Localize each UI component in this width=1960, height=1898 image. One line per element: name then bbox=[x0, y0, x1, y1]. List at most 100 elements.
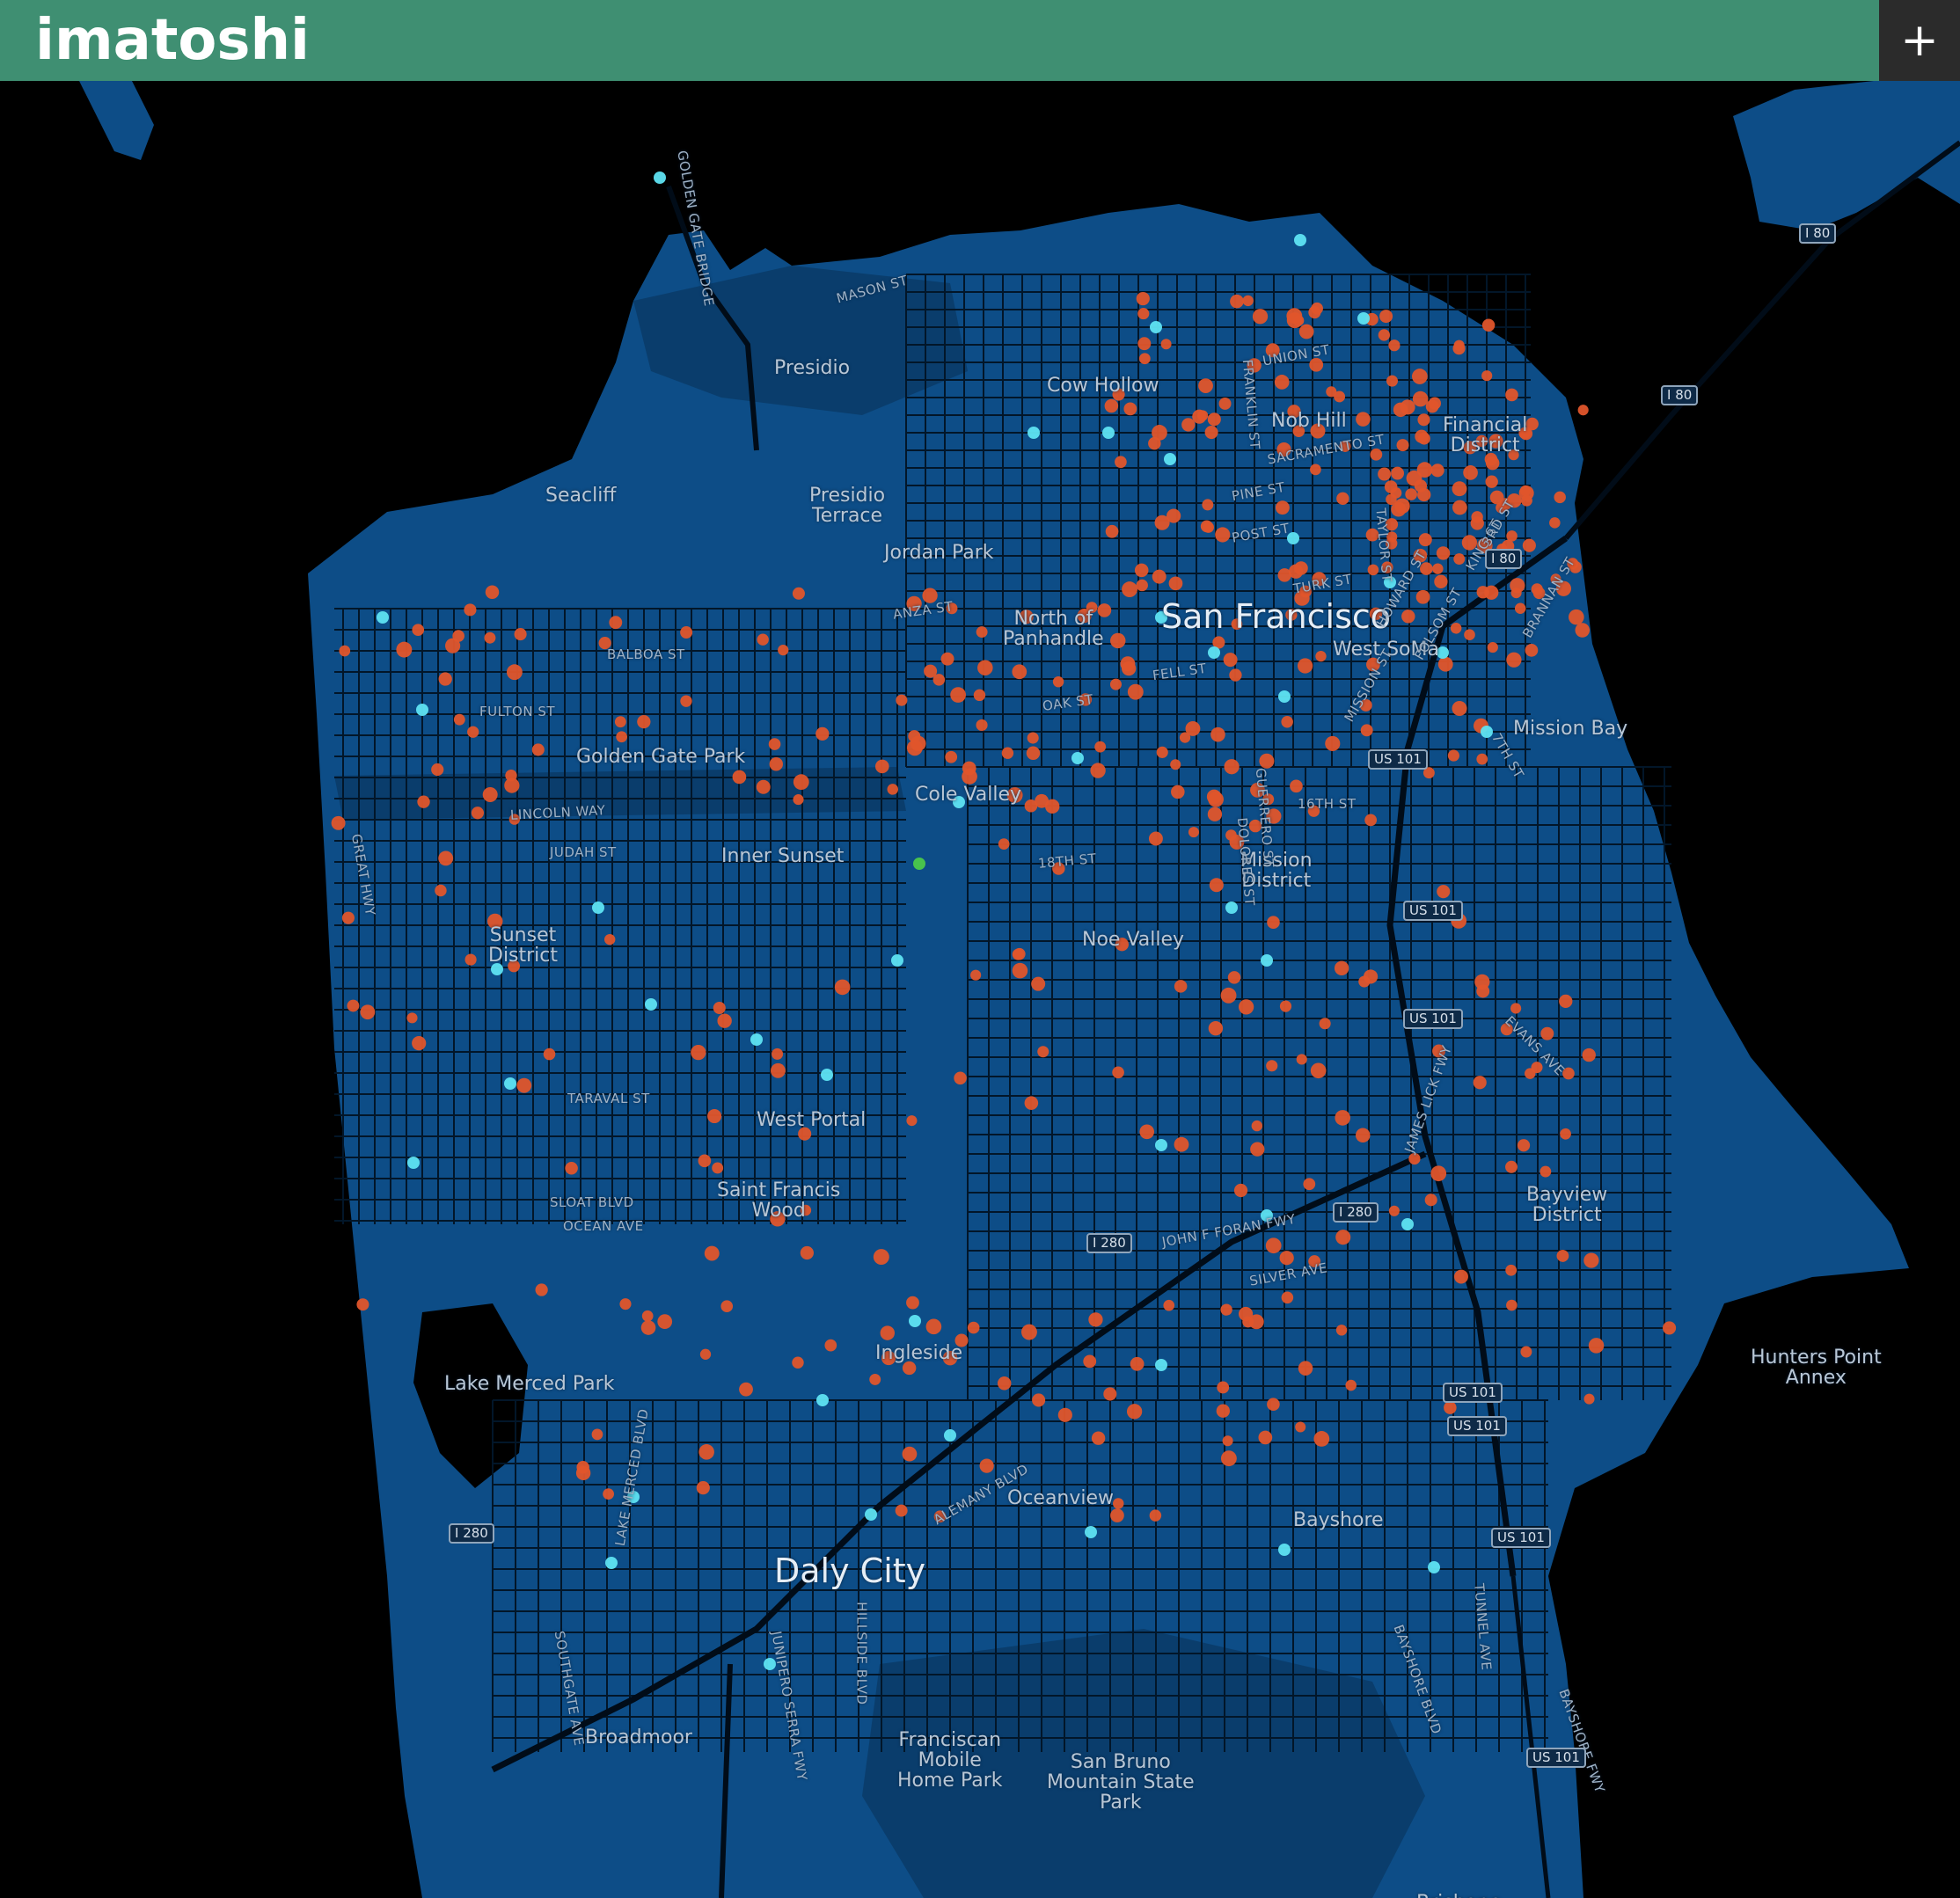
incident-dot[interactable] bbox=[1045, 799, 1060, 814]
incident-dot[interactable] bbox=[707, 1108, 722, 1124]
incident-dot[interactable] bbox=[906, 1296, 919, 1310]
incident-dot[interactable] bbox=[1360, 724, 1373, 737]
incident-dot[interactable] bbox=[1520, 494, 1532, 507]
incident-dot[interactable] bbox=[946, 602, 958, 615]
incident-dot[interactable] bbox=[1052, 862, 1065, 875]
incident-dot[interactable] bbox=[1567, 558, 1579, 570]
incident-dot[interactable] bbox=[1366, 657, 1380, 672]
incident-dot[interactable] bbox=[1310, 423, 1326, 439]
incident-dot[interactable] bbox=[1288, 564, 1304, 579]
incident-dot[interactable] bbox=[1335, 1230, 1351, 1245]
incident-dot[interactable] bbox=[1525, 644, 1539, 657]
incident-dot[interactable] bbox=[1123, 402, 1137, 416]
incident-dot[interactable] bbox=[1461, 535, 1478, 551]
incident-dot[interactable] bbox=[1286, 308, 1303, 325]
incident-dot[interactable] bbox=[906, 1115, 918, 1127]
incident-dot[interactable] bbox=[1149, 1509, 1162, 1522]
incident-dot[interactable] bbox=[1394, 498, 1410, 515]
incident-dot[interactable] bbox=[1217, 1381, 1230, 1394]
station-dot[interactable] bbox=[816, 1394, 829, 1406]
incident-dot[interactable] bbox=[543, 1048, 556, 1061]
incident-dot[interactable] bbox=[680, 626, 693, 639]
incident-dot[interactable] bbox=[1292, 425, 1305, 437]
incident-dot[interactable] bbox=[637, 715, 651, 729]
incident-dot[interactable] bbox=[800, 1204, 812, 1216]
incident-dot[interactable] bbox=[881, 1350, 896, 1366]
incident-dot[interactable] bbox=[1388, 1205, 1400, 1216]
incident-dot[interactable] bbox=[1188, 827, 1199, 838]
incident-dot[interactable] bbox=[1229, 835, 1245, 850]
incident-dot[interactable] bbox=[396, 641, 413, 658]
incident-dot[interactable] bbox=[1298, 324, 1314, 339]
incident-dot[interactable] bbox=[1577, 405, 1589, 416]
incident-dot[interactable] bbox=[1476, 753, 1488, 765]
station-dot[interactable] bbox=[944, 1429, 956, 1442]
incident-dot[interactable] bbox=[895, 1504, 908, 1517]
station-dot[interactable] bbox=[1071, 752, 1084, 764]
incident-dot[interactable] bbox=[1127, 683, 1144, 700]
incident-dot[interactable] bbox=[1019, 610, 1034, 624]
incident-dot[interactable] bbox=[1110, 1508, 1124, 1522]
incident-dot[interactable] bbox=[712, 1162, 724, 1174]
incident-dot[interactable] bbox=[922, 588, 938, 603]
incident-dot[interactable] bbox=[1313, 1431, 1330, 1447]
incident-dot[interactable] bbox=[504, 777, 520, 793]
incident-dot[interactable] bbox=[976, 626, 988, 639]
incident-dot[interactable] bbox=[1549, 517, 1561, 529]
station-dot[interactable] bbox=[1155, 611, 1167, 624]
incident-dot[interactable] bbox=[1408, 1152, 1421, 1165]
incident-dot[interactable] bbox=[1086, 602, 1098, 613]
incident-dot[interactable] bbox=[1554, 491, 1566, 504]
incident-dot[interactable] bbox=[1506, 1299, 1518, 1311]
incident-dot[interactable] bbox=[1134, 563, 1149, 578]
incident-dot[interactable] bbox=[339, 645, 351, 657]
incident-dot[interactable] bbox=[1484, 585, 1499, 600]
incident-dot[interactable] bbox=[1262, 793, 1275, 806]
incident-dot[interactable] bbox=[902, 1361, 917, 1376]
incident-dot[interactable] bbox=[445, 638, 461, 653]
incident-dot[interactable] bbox=[680, 695, 692, 707]
incident-dot[interactable] bbox=[1334, 960, 1349, 976]
incident-dot[interactable] bbox=[1416, 462, 1433, 478]
station-dot[interactable] bbox=[491, 963, 503, 975]
incident-dot[interactable] bbox=[1434, 574, 1448, 588]
incident-dot[interactable] bbox=[757, 633, 769, 646]
incident-dot[interactable] bbox=[1381, 561, 1393, 573]
incident-dot[interactable] bbox=[1425, 399, 1439, 413]
incident-dot[interactable] bbox=[1052, 675, 1064, 688]
incident-dot[interactable] bbox=[1379, 310, 1393, 324]
incident-dot[interactable] bbox=[506, 664, 523, 681]
incident-dot[interactable] bbox=[887, 784, 899, 795]
incident-dot[interactable] bbox=[869, 1373, 881, 1385]
incident-dot[interactable] bbox=[1378, 329, 1391, 341]
incident-dot[interactable] bbox=[1152, 569, 1166, 584]
incident-dot[interactable] bbox=[1230, 294, 1244, 309]
incident-dot[interactable] bbox=[1453, 1269, 1468, 1284]
station-dot[interactable] bbox=[1357, 312, 1370, 325]
incident-dot[interactable] bbox=[1279, 1000, 1292, 1012]
station-dot[interactable] bbox=[504, 1077, 516, 1090]
incident-dot[interactable] bbox=[1265, 343, 1280, 358]
incident-dot[interactable] bbox=[1510, 588, 1522, 599]
incident-dot[interactable] bbox=[1309, 357, 1324, 372]
incident-dot[interactable] bbox=[1475, 434, 1488, 448]
incident-dot[interactable] bbox=[1012, 664, 1028, 680]
incident-dot[interactable] bbox=[1452, 481, 1467, 497]
incident-dot[interactable] bbox=[1220, 987, 1237, 1004]
incident-dot[interactable] bbox=[1335, 1110, 1351, 1126]
incident-dot[interactable] bbox=[1112, 1066, 1124, 1079]
incident-dot[interactable] bbox=[1364, 814, 1378, 827]
incident-dot[interactable] bbox=[824, 1339, 837, 1352]
station-dot[interactable] bbox=[1085, 1526, 1097, 1538]
station-dot[interactable] bbox=[645, 998, 657, 1011]
incident-dot[interactable] bbox=[1020, 1324, 1037, 1340]
incident-dot[interactable] bbox=[1505, 388, 1518, 402]
incident-dot[interactable] bbox=[1559, 994, 1573, 1009]
incident-dot[interactable] bbox=[1297, 658, 1313, 674]
incident-dot[interactable] bbox=[1519, 427, 1533, 441]
incident-dot[interactable] bbox=[1481, 370, 1493, 382]
incident-dot[interactable] bbox=[1222, 1435, 1233, 1447]
incident-dot[interactable] bbox=[1215, 527, 1231, 543]
incident-dot[interactable] bbox=[1285, 609, 1298, 621]
incident-dot[interactable] bbox=[942, 1350, 958, 1366]
